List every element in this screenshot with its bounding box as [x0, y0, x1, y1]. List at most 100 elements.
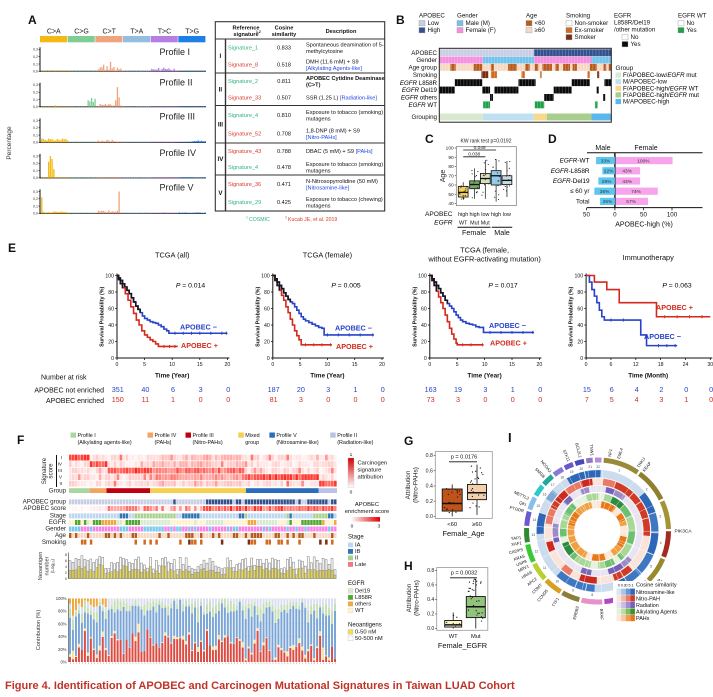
svg-text:0,2: 0,2	[33, 162, 38, 166]
svg-text:(Nitrosamine-like): (Nitrosamine-like)	[276, 440, 318, 446]
svg-text:QKI: QKI	[518, 500, 526, 507]
svg-text:0.4: 0.4	[426, 484, 433, 490]
svg-text:Mut: Mut	[470, 220, 479, 226]
svg-text:≥60: ≥60	[472, 522, 482, 528]
svg-text:40: 40	[264, 323, 270, 329]
svg-text:Female_EGFR: Female_EGFR	[438, 641, 487, 650]
svg-text:high: high	[469, 212, 479, 218]
svg-text:0.8: 0.8	[427, 568, 434, 574]
svg-text:Smoker: Smoker	[575, 34, 596, 41]
svg-text:EGFR: EGFR	[614, 13, 632, 20]
svg-text:3: 3	[378, 524, 381, 530]
svg-text:20: 20	[537, 362, 543, 368]
svg-text:Gender: Gender	[416, 57, 437, 64]
svg-text:17: 17	[551, 483, 555, 487]
svg-text:100: 100	[574, 273, 583, 279]
svg-text:Signature_8: Signature_8	[228, 63, 258, 69]
svg-text:50: 50	[640, 212, 647, 219]
svg-text:0.2: 0.2	[427, 612, 434, 618]
svg-text:APOBEC: APOBEC	[411, 50, 437, 57]
svg-text:0: 0	[618, 583, 620, 587]
svg-text:2: 2	[646, 488, 648, 492]
svg-text:methylcytosine: methylcytosine	[306, 49, 343, 55]
svg-text:similarity: similarity	[272, 32, 297, 38]
svg-text:p = 0.0032: p = 0.0032	[451, 570, 478, 576]
svg-text:Survival Probability (%): Survival Probability (%)	[569, 286, 575, 346]
svg-text:3: 3	[326, 385, 330, 394]
svg-text:EGFR-Del19: EGFR-Del19	[553, 178, 590, 185]
svg-text:APOBEC −: APOBEC −	[489, 321, 526, 330]
svg-text:others: others	[355, 602, 371, 608]
svg-text:Gender: Gender	[45, 526, 66, 533]
svg-text:1: 1	[632, 583, 634, 587]
svg-text:TCGA (female): TCGA (female)	[303, 251, 352, 260]
svg-text:<60: <60	[447, 522, 457, 528]
svg-text:3: 3	[299, 395, 303, 404]
svg-text:Female: Female	[462, 228, 486, 237]
svg-text:Ex-smoker: Ex-smoker	[575, 27, 605, 34]
svg-text:COSMIC: COSMIC	[249, 217, 270, 223]
svg-text:Stage: Stage	[50, 513, 67, 520]
svg-text:0: 0	[580, 356, 583, 362]
svg-text:Signature_36: Signature_36	[228, 182, 261, 188]
svg-text:TCGA (female,: TCGA (female,	[460, 246, 509, 255]
svg-text:F/APOBEC-low/EGFR mut: F/APOBEC-low/EGFR mut	[623, 72, 697, 79]
svg-text:0: 0	[585, 362, 588, 368]
svg-text:0.4: 0.4	[427, 597, 434, 603]
svg-text:0,1: 0,1	[33, 98, 38, 102]
svg-text:F/APOBEC-high/EGFR WT: F/APOBEC-high/EGFR WT	[623, 85, 699, 92]
svg-text:20: 20	[580, 467, 584, 471]
svg-text:WT: WT	[449, 634, 458, 640]
svg-text:0: 0	[538, 385, 542, 394]
svg-text:F: F	[17, 433, 24, 447]
svg-text:1: 1	[246, 216, 248, 220]
svg-text:50-500 nM: 50-500 nM	[355, 636, 383, 642]
svg-text:0: 0	[271, 362, 274, 368]
svg-text:EGFR Del19: EGFR Del19	[402, 87, 438, 94]
svg-text:0,1: 0,1	[33, 169, 38, 173]
svg-text:5: 5	[456, 362, 459, 368]
svg-text:II: II	[355, 556, 359, 562]
svg-text:APOBEC −: APOBEC −	[335, 324, 372, 333]
svg-text:Exposure to tobacco (smoking): Exposure to tobacco (smoking)	[306, 110, 383, 116]
svg-text:No: No	[687, 20, 695, 27]
svg-text:Yes: Yes	[687, 27, 697, 34]
svg-text:B: B	[396, 13, 405, 27]
svg-text:351: 351	[112, 385, 124, 394]
svg-text:15: 15	[352, 362, 358, 368]
svg-text:100: 100	[418, 273, 427, 279]
svg-text:0,0: 0,0	[33, 70, 38, 74]
svg-text:H: H	[404, 559, 413, 573]
svg-text:36%: 36%	[600, 189, 610, 195]
svg-text:signature: signature	[358, 468, 382, 474]
svg-text:0.0: 0.0	[427, 626, 434, 632]
svg-text:20: 20	[225, 362, 231, 368]
svg-text:p = 0.0176: p = 0.0176	[451, 454, 478, 460]
svg-text:0.471: 0.471	[277, 182, 291, 188]
svg-text:0: 0	[424, 356, 427, 362]
svg-text:0.425: 0.425	[277, 200, 291, 206]
svg-text:20%: 20%	[58, 647, 67, 652]
svg-text:40: 40	[108, 323, 114, 329]
svg-text:20: 20	[379, 362, 385, 368]
svg-text:50: 50	[448, 192, 454, 198]
svg-text:KW rank test p=0.0192: KW rank test p=0.0192	[460, 139, 511, 145]
svg-text:4: 4	[635, 395, 639, 404]
svg-text:Cosine similarity: Cosine similarity	[636, 582, 677, 588]
svg-text:/other mutation: /other mutation	[614, 27, 656, 34]
svg-text:KEAP: KEAP	[641, 461, 652, 473]
svg-text:PTGDR: PTGDR	[509, 505, 524, 514]
svg-text:60: 60	[448, 183, 454, 189]
svg-text:Time (Year): Time (Year)	[310, 373, 344, 380]
svg-text:0.2: 0.2	[621, 583, 626, 587]
svg-text:TRKU: TRKU	[636, 456, 646, 468]
svg-text:1: 1	[618, 469, 620, 473]
svg-text:3: 3	[659, 395, 663, 404]
svg-text:81: 81	[270, 395, 278, 404]
svg-text:0.6: 0.6	[426, 468, 433, 474]
svg-text:(Nitro-PAHs): (Nitro-PAHs)	[193, 440, 223, 446]
svg-text:18: 18	[560, 475, 564, 479]
svg-text:4: 4	[65, 565, 67, 569]
svg-text:0.833: 0.833	[277, 46, 291, 52]
svg-text:Profile IV: Profile IV	[160, 148, 197, 158]
